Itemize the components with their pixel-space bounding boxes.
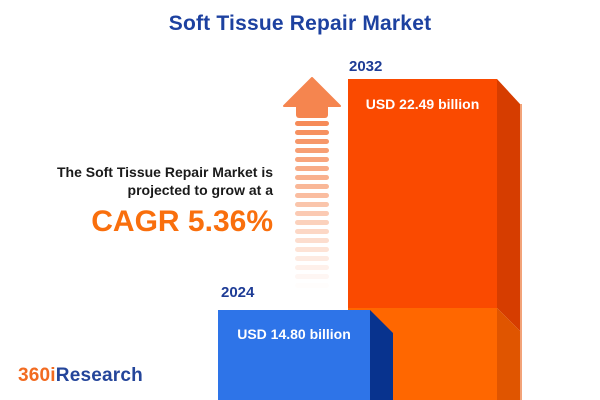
headline-line-1: The Soft Tissue Repair Market is	[56, 164, 273, 180]
growth-arrow-stripe	[295, 229, 329, 234]
brand-logo-360i: 360i	[18, 365, 56, 386]
growth-arrow-head	[283, 77, 341, 118]
growth-arrow-stripe	[295, 238, 329, 243]
year-label-2024: 2024	[221, 284, 255, 301]
growth-arrow-stripe	[295, 247, 329, 252]
bar-2032-front-upper	[348, 79, 497, 308]
bar-2032-edge-highlight	[520, 104, 522, 400]
growth-arrow-stripe	[295, 130, 329, 135]
growth-arrow-stripes	[295, 121, 329, 292]
growth-arrow-stripe	[295, 139, 329, 144]
growth-arrow-stripe	[295, 121, 329, 126]
bar-2032-side-lower	[497, 308, 520, 400]
growth-arrow-stripe	[295, 211, 329, 216]
bar-value-2032: USD 22.49 billion	[365, 96, 480, 112]
page-title: Soft Tissue Repair Market	[168, 12, 432, 35]
growth-arrow-stripe	[295, 256, 329, 261]
year-label-2032: 2032	[349, 58, 383, 75]
bar-value-2024: USD 14.80 billion	[237, 326, 351, 342]
growth-arrow-icon	[283, 77, 341, 123]
growth-arrow-stripe	[295, 157, 329, 162]
bar-2024-front	[218, 310, 370, 400]
brand-logo-research: Research	[55, 365, 143, 386]
bar-2032-side-upper	[497, 79, 520, 331]
brand-logo: 360iResearch	[18, 365, 143, 387]
cagr-value: CAGR 5.36%	[91, 205, 273, 238]
growth-arrow-stripe	[295, 220, 329, 225]
growth-arrow-stripe	[295, 283, 329, 288]
growth-arrow-stripe	[295, 148, 329, 153]
growth-arrow-stripe	[295, 274, 329, 279]
growth-arrow-stripe	[295, 166, 329, 171]
growth-arrow-stripe	[295, 175, 329, 180]
growth-arrow-stripe	[295, 184, 329, 189]
growth-arrow-stripe	[295, 265, 329, 270]
headline-line-2: projected to grow at a	[127, 182, 273, 198]
growth-arrow-stripe	[295, 193, 329, 198]
bar-2024-side	[370, 310, 393, 400]
headline-block: The Soft Tissue Repair Market is project…	[20, 163, 273, 238]
growth-arrow-stripe	[295, 202, 329, 207]
